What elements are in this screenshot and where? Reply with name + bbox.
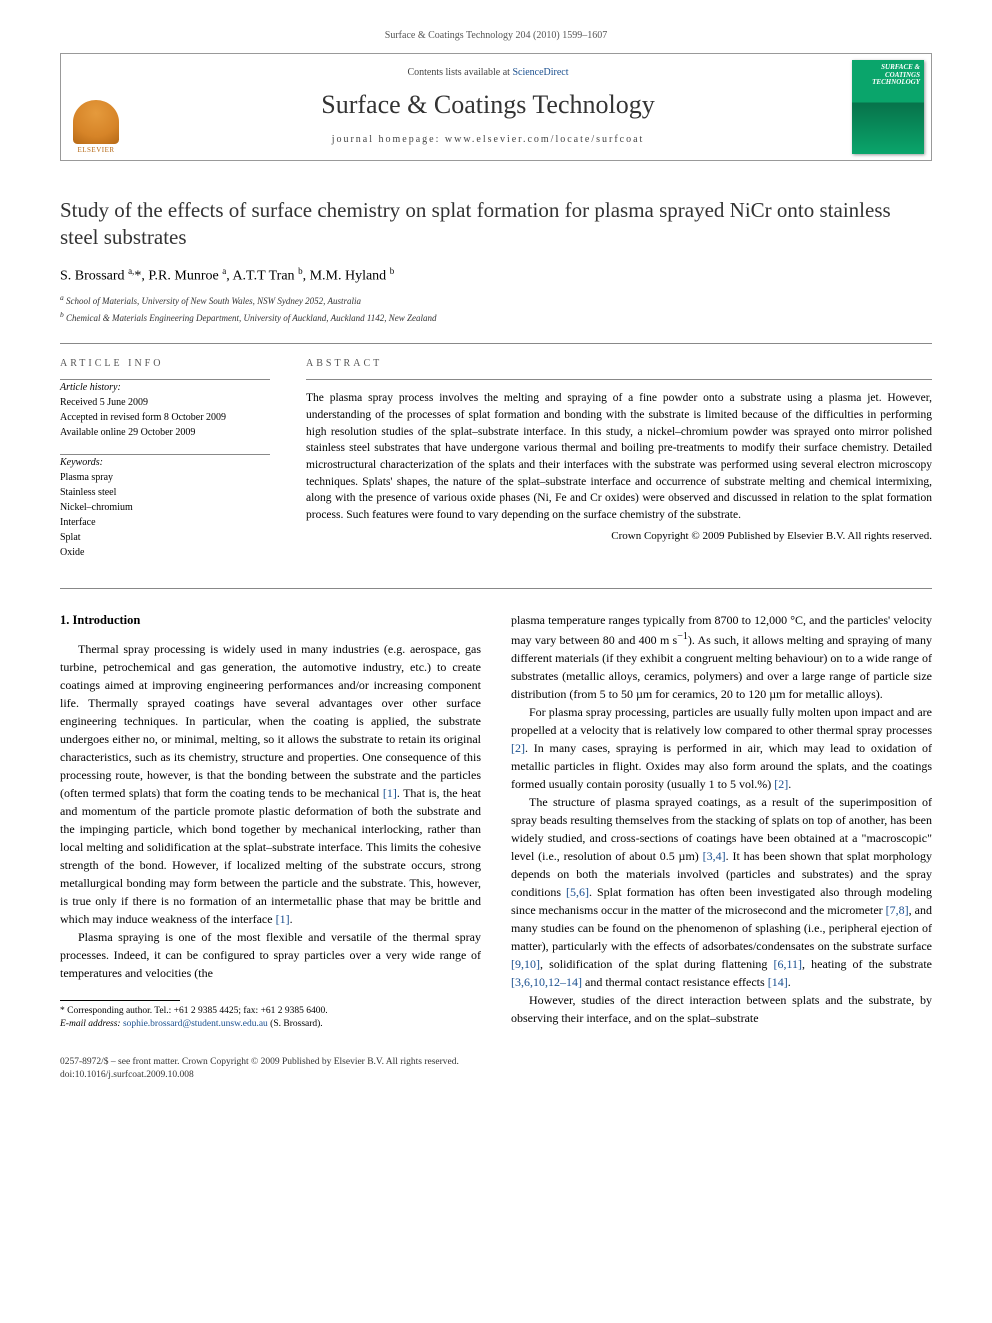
ref-link-78[interactable]: [7,8] (886, 903, 909, 917)
email-line: E-mail address: sophie.brossard@student.… (60, 1018, 481, 1031)
journal-name: Surface & Coatings Technology (139, 90, 837, 120)
publisher-name: ELSEVIER (77, 146, 114, 154)
divider-bottom (60, 588, 932, 589)
footer-doi: doi:10.1016/j.surfcoat.2009.10.008 (60, 1069, 932, 1082)
journal-masthead: ELSEVIER Contents lists available at Sci… (60, 53, 932, 161)
elsevier-tree-icon (73, 100, 119, 144)
masthead-center: Contents lists available at ScienceDirec… (131, 54, 845, 160)
footer-copyright: 0257-8972/$ – see front matter. Crown Co… (60, 1056, 932, 1069)
abstract-label: ABSTRACT (306, 358, 932, 369)
intro-para-2: Plasma spraying is one of the most flexi… (60, 928, 481, 982)
abstract-text: The plasma spray process involves the me… (306, 390, 932, 523)
page-footer: 0257-8972/$ – see front matter. Crown Co… (60, 1056, 932, 1083)
contents-prefix: Contents lists available at (407, 67, 512, 78)
ref-link-910[interactable]: [9,10] (511, 957, 540, 971)
publisher-logo-area: ELSEVIER (61, 54, 131, 160)
ref-link-1b[interactable]: [1] (276, 912, 290, 926)
article-history: Article history: Received 5 June 2009 Ac… (60, 380, 270, 440)
keyword-2: Stainless steel (60, 487, 116, 498)
email-suffix: (S. Brossard). (268, 1019, 323, 1029)
ref-link-56[interactable]: [5,6] (566, 885, 589, 899)
corresponding-author-footnote: * Corresponding author. Tel.: +61 2 9385… (60, 1005, 481, 1032)
p3sup: −1 (677, 631, 688, 642)
cover-thumb-area: SURFACE & COATINGS TECHNOLOGY (845, 54, 931, 160)
abstract-column: ABSTRACT The plasma spray process involv… (306, 358, 932, 574)
homepage-label: journal homepage: (332, 134, 445, 145)
ref-link-2a[interactable]: [2] (511, 741, 525, 755)
p1c: . (290, 912, 293, 926)
author-list: S. Brossard a,*, P.R. Munroe a, A.T.T Tr… (60, 266, 932, 285)
history-received: Received 5 June 2009 (60, 397, 148, 408)
history-online: Available online 29 October 2009 (60, 427, 195, 438)
journal-cover-thumbnail: SURFACE & COATINGS TECHNOLOGY (852, 60, 924, 154)
keyword-1: Plasma spray (60, 472, 113, 483)
homepage-url: www.elsevier.com/locate/surfcoat (445, 134, 644, 145)
p1a: Thermal spray processing is widely used … (60, 642, 481, 800)
abstract-copyright: Crown Copyright © 2009 Published by Else… (306, 530, 932, 542)
article-title: Study of the effects of surface chemistr… (60, 197, 932, 252)
affiliations: a School of Materials, University of New… (60, 292, 932, 325)
intro-para-5: The structure of plasma sprayed coatings… (511, 793, 932, 991)
p4b: . In many cases, spraying is performed i… (511, 741, 932, 791)
running-head: Surface & Coatings Technology 204 (2010)… (60, 30, 932, 41)
info-abstract-row: ARTICLE INFO Article history: Received 5… (60, 344, 932, 588)
affiliation-b: b Chemical & Materials Engineering Depar… (60, 309, 932, 326)
p5f: , heating of the substrate (802, 957, 932, 971)
ref-link-1[interactable]: [1] (383, 786, 397, 800)
affiliation-b-text: Chemical & Materials Engineering Departm… (66, 313, 436, 323)
keyword-5: Splat (60, 532, 81, 543)
article-info-column: ARTICLE INFO Article history: Received 5… (60, 358, 270, 574)
ref-link-34[interactable]: [3,4] (703, 849, 726, 863)
p5g: and thermal contact resistance effects (582, 975, 768, 989)
cover-title: SURFACE & COATINGS TECHNOLOGY (856, 64, 920, 87)
p4c: . (788, 777, 791, 791)
history-accepted: Accepted in revised form 8 October 2009 (60, 412, 226, 423)
intro-para-1: Thermal spray processing is widely used … (60, 640, 481, 928)
section-heading-intro: 1. Introduction (60, 611, 481, 630)
footnote-separator (60, 1000, 180, 1001)
p4a: For plasma spray processing, particles a… (511, 705, 932, 737)
contents-available-line: Contents lists available at ScienceDirec… (139, 67, 837, 78)
abstract-divider (306, 379, 932, 380)
article-info-label: ARTICLE INFO (60, 358, 270, 369)
history-label: Article history: (60, 382, 121, 393)
intro-para-6: However, studies of the direct interacti… (511, 991, 932, 1027)
ref-link-611[interactable]: [6,11] (774, 957, 803, 971)
p1b: . That is, the heat and momentum of the … (60, 786, 481, 926)
sciencedirect-link[interactable]: ScienceDirect (512, 67, 568, 78)
intro-para-3: plasma temperature ranges typically from… (511, 611, 932, 703)
p5e: , solidification of the splat during fla… (540, 957, 774, 971)
affiliation-a-text: School of Materials, University of New S… (66, 296, 361, 306)
intro-para-4: For plasma spray processing, particles a… (511, 703, 932, 793)
p5h: . (788, 975, 791, 989)
ref-link-3610[interactable]: [3,6,10,12–14] (511, 975, 582, 989)
corr-author-line: * Corresponding author. Tel.: +61 2 9385… (60, 1005, 481, 1018)
keywords-block: Keywords: Plasma spray Stainless steel N… (60, 455, 270, 560)
affiliation-a: a School of Materials, University of New… (60, 292, 932, 309)
elsevier-logo: ELSEVIER (68, 92, 124, 154)
keyword-3: Nickel–chromium (60, 502, 133, 513)
email-label: E-mail address: (60, 1019, 123, 1029)
keyword-6: Oxide (60, 547, 84, 558)
body-two-column: 1. Introduction Thermal spray processing… (60, 611, 932, 1031)
keyword-4: Interface (60, 517, 96, 528)
journal-homepage-line: journal homepage: www.elsevier.com/locat… (139, 134, 837, 145)
ref-link-14[interactable]: [14] (768, 975, 788, 989)
ref-link-2b[interactable]: [2] (774, 777, 788, 791)
email-link[interactable]: sophie.brossard@student.unsw.edu.au (123, 1019, 268, 1029)
keywords-label: Keywords: (60, 457, 103, 468)
